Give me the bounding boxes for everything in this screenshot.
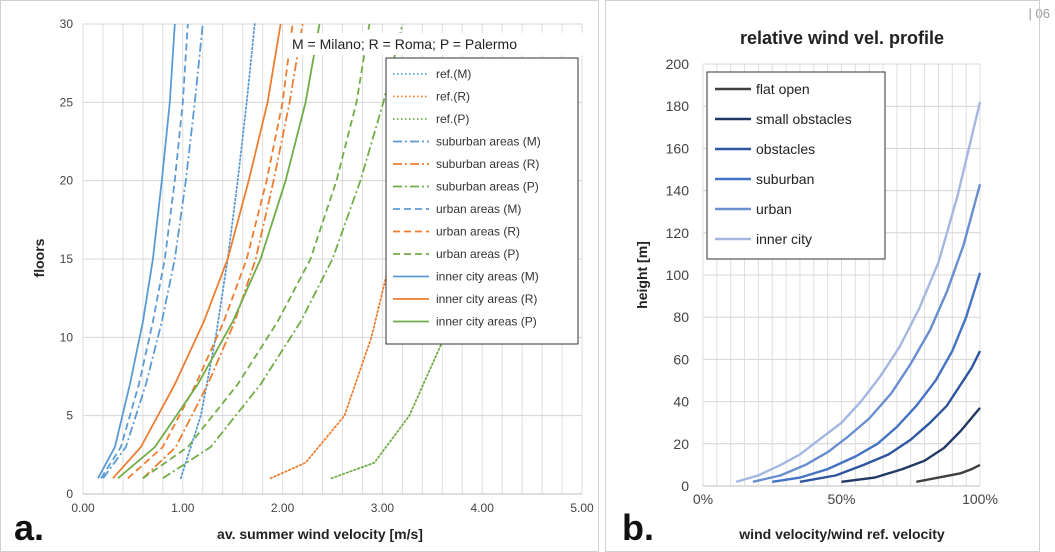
x-tick-label: 50%: [827, 491, 855, 507]
panel-b-letter: b.: [622, 507, 654, 548]
series-line-suburban-areas-p: [162, 23, 404, 480]
series-line-inner-city: [735, 101, 982, 483]
series-line-suburban-areas-m: [102, 23, 204, 479]
x-tick-label: 4.00: [471, 501, 495, 515]
series-line-ref-r: [269, 101, 421, 480]
y-tick-label: 0: [681, 478, 689, 494]
x-tick-label: 5.00: [570, 501, 594, 515]
y-tick-label: 200: [666, 56, 690, 72]
panel-b-title: relative wind vel. profile: [740, 28, 944, 48]
series-line-obstacles: [799, 350, 982, 483]
panel-a-legend-box: [385, 57, 579, 345]
y-tick-label: 180: [666, 98, 690, 114]
legend-label: suburban areas (M): [436, 135, 541, 149]
series-line-suburban-areas-r: [142, 23, 304, 479]
panel-a-letter: a.: [14, 507, 44, 548]
y-tick-label: 120: [666, 225, 690, 241]
legend-label: ref.(P): [436, 112, 469, 126]
panel-a-ylabel: floors: [31, 238, 47, 277]
series-line-flat-open: [916, 463, 981, 483]
y-tick-label: 5: [66, 409, 73, 423]
legend-label: small obstacles: [756, 111, 852, 127]
x-tick-label: 1.00: [171, 501, 195, 515]
legend-label: urban: [756, 201, 792, 217]
x-tick-label: 2.00: [271, 501, 295, 515]
x-tick-label: 0.00: [71, 501, 95, 515]
series-line-inner-city-areas-p: [117, 23, 321, 479]
legend-label: ref.(R): [436, 90, 470, 104]
series-line-small-obstacles: [841, 407, 981, 483]
panel-b-legend-box: [706, 71, 886, 260]
panel-a-annotation: M = Milano; R = Roma; P = Palermo: [292, 36, 517, 52]
series-line-urban-areas-m: [100, 23, 189, 479]
annotation-bg: [288, 33, 584, 55]
panel-a-xlabel: av. summer wind velocity [m/s]: [217, 526, 423, 542]
panel-b: relative wind vel. profile 0% 50% 100% 0 20 4…: [605, 0, 1040, 552]
legend-label: ref.(M): [436, 67, 471, 81]
panel-b-series: [735, 101, 982, 483]
y-tick-label: 80: [673, 309, 689, 325]
series-line-inner-city-areas-m: [97, 23, 176, 479]
y-tick-label: 40: [673, 394, 689, 410]
series-line-suburban: [772, 272, 982, 483]
panel-b-ylabel: height [m]: [634, 241, 650, 309]
x-tick-label: 0%: [693, 491, 713, 507]
legend-label: flat open: [756, 81, 810, 97]
y-tick-label: 20: [673, 436, 689, 452]
series-line-inner-city-areas-r: [112, 23, 282, 479]
legend-label: inner city: [756, 231, 812, 247]
series-line-urban-areas-p: [142, 23, 371, 480]
y-tick-label: 100: [666, 267, 690, 283]
panel-a-legend: ref.(M) ref.(R) ref.(P) suburban areas (M) s…: [393, 67, 541, 329]
x-tick-label: 100%: [962, 491, 998, 507]
y-tick-label: 10: [60, 330, 74, 344]
legend-label: urban areas (M): [436, 202, 521, 216]
y-tick-label: 60: [673, 351, 689, 367]
legend-label: suburban: [756, 171, 814, 187]
y-tick-label: 0: [66, 487, 73, 501]
legend-label: suburban areas (R): [436, 157, 539, 171]
legend-label: urban areas (R): [436, 225, 520, 239]
y-tick-label: 15: [60, 252, 74, 266]
legend-label: inner city areas (M): [436, 270, 539, 284]
series-line-urban-areas-r: [127, 23, 294, 479]
legend-label: inner city areas (R): [436, 292, 537, 306]
panel-b-xlabel: wind velocity/wind ref. velocity: [738, 526, 945, 542]
panel-a-ticks: 0.00 1.00 2.00 3.00 4.00 5.00 0 5 10 15 20 25 30: [60, 17, 594, 515]
y-tick-label: 20: [60, 174, 74, 188]
y-tick-label: 25: [60, 95, 74, 109]
legend-label: inner city areas (P): [436, 315, 537, 329]
panel-b-legend: flat open small obstacles obstacles suburba…: [715, 81, 852, 247]
y-tick-label: 30: [60, 17, 74, 31]
y-tick-label: 140: [666, 183, 690, 199]
legend-label: urban areas (P): [436, 247, 519, 261]
x-tick-label: 3.00: [371, 501, 395, 515]
panel-b-ticks: 0% 50% 100% 0 20 40 60 80 100 120 140 160 180 200: [666, 56, 998, 507]
series-line-urban: [752, 183, 982, 483]
legend-label: obstacles: [756, 141, 815, 157]
legend-label: suburban areas (P): [436, 180, 539, 194]
y-tick-label: 160: [666, 140, 690, 156]
panel-a: 0.00 1.00 2.00 3.00 4.00 5.00 0 5 10 15 20 25 30 av.…: [0, 0, 599, 552]
